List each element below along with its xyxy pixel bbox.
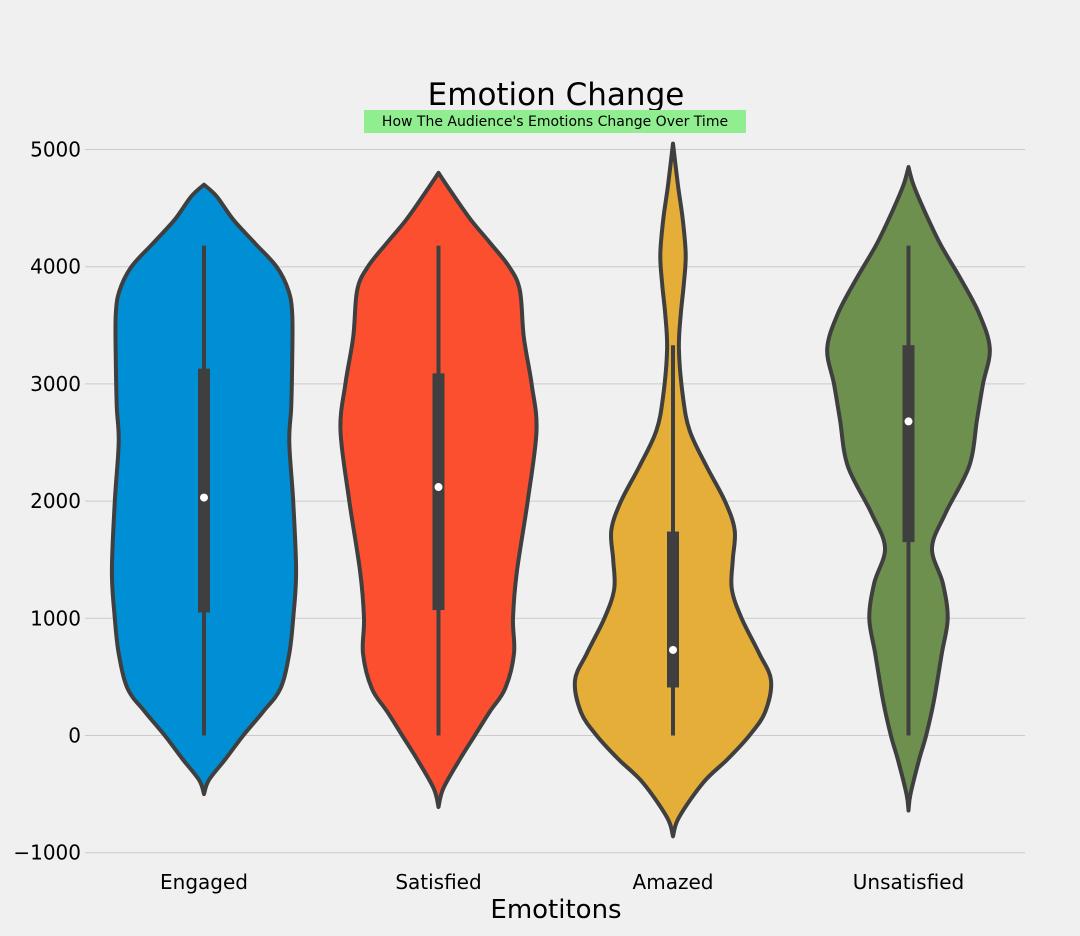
- y-axis-tick-labels: −1000 0 1000 2000 3000 4000 5000: [13, 138, 81, 865]
- iqr-box: [198, 368, 210, 613]
- x-tick-label: Unsatisfied: [853, 870, 964, 894]
- violin-amazed: [572, 141, 774, 839]
- y-tick-label: −1000: [13, 841, 81, 865]
- violin-unsatisfied: [825, 165, 992, 813]
- violins: [109, 141, 992, 839]
- chart-subtitle: How The Audience's Emotions Change Over …: [382, 114, 728, 130]
- median-point: [669, 645, 677, 654]
- y-tick-label: 5000: [30, 138, 81, 162]
- y-tick-label: 0: [68, 724, 81, 748]
- y-tick-label: 2000: [30, 489, 81, 513]
- iqr-box: [432, 373, 445, 611]
- x-tick-label: Satisfied: [395, 870, 481, 894]
- median-point: [200, 493, 208, 502]
- subtitle-background: [364, 110, 746, 133]
- median-point: [904, 417, 913, 426]
- chart-title: Emotion Change: [428, 77, 685, 113]
- y-tick-label: 1000: [30, 606, 81, 630]
- median-point: [434, 483, 443, 492]
- y-tick-label: 4000: [30, 255, 81, 279]
- violin-satisfied: [338, 170, 539, 809]
- iqr-box: [902, 345, 915, 543]
- x-tick-label: Amazed: [633, 870, 714, 894]
- x-axis-label: Emotitons: [490, 895, 621, 925]
- y-tick-label: 3000: [30, 372, 81, 396]
- x-axis-tick-labels: Engaged Satisfied Amazed Unsatisfied: [160, 870, 964, 894]
- violin-engaged: [109, 182, 299, 797]
- iqr-box: [667, 531, 679, 688]
- x-tick-label: Engaged: [160, 870, 248, 894]
